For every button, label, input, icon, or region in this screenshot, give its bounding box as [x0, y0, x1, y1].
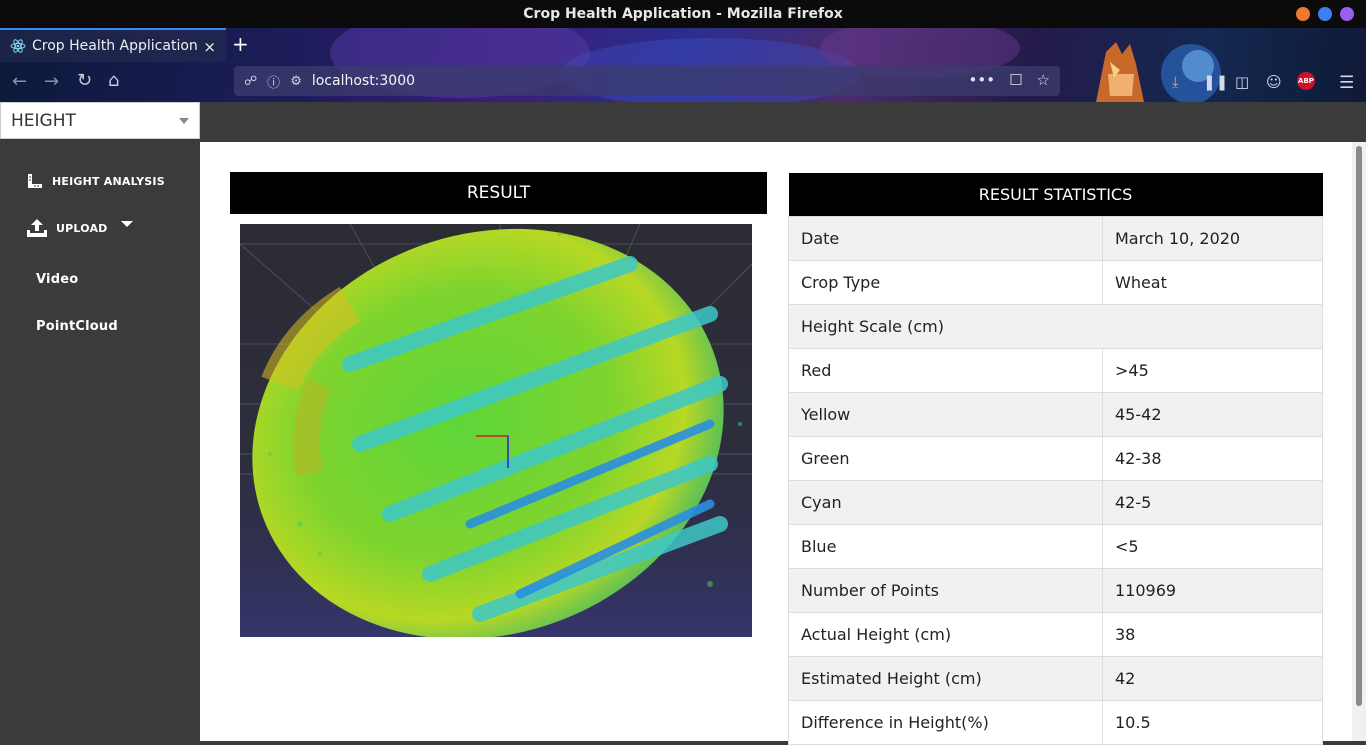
main-content: RESULT [200, 142, 1352, 745]
browser-chrome: Crop Health Application × + ← → ↻ ⌂ ☍ ⓘ … [0, 28, 1366, 102]
table-row: Actual Height (cm) 38 [788, 611, 1323, 657]
minimize-button[interactable] [1296, 7, 1310, 21]
browser-tab[interactable]: Crop Health Application × [0, 28, 226, 62]
upload-icon [27, 219, 47, 237]
stat-label: Date [788, 215, 1103, 261]
adblock-icon[interactable]: ABP [1297, 72, 1315, 90]
stat-value: 42-5 [1102, 479, 1323, 525]
caret-down-icon[interactable] [120, 219, 134, 229]
yellow-band [261, 286, 361, 392]
tab-title: Crop Health Application [32, 38, 198, 54]
table-row: Number of Points 110969 [788, 567, 1323, 613]
stat-label: Yellow [788, 391, 1103, 437]
sidebar-item-label: Video [36, 272, 79, 287]
close-tab-icon[interactable]: × [203, 38, 216, 56]
url-text[interactable]: localhost:3000 [311, 73, 416, 89]
sidebar: HEIGHT ANALYSIS UPLOAD Video PointCloud [0, 140, 200, 741]
stats-header: RESULT STATISTICS [788, 173, 1323, 216]
hamburger-menu-icon[interactable]: ☰ [1339, 73, 1355, 93]
sidebar-item-height-analysis[interactable]: HEIGHT ANALYSIS [26, 172, 165, 190]
window-titlebar: Crop Health Application - Mozilla Firefo… [0, 0, 1366, 28]
table-row: Height Scale (cm) [788, 303, 1323, 349]
table-row: Cyan 42-5 [788, 479, 1323, 525]
table-row: Difference in Height(%) 10.5 [788, 699, 1323, 745]
stat-label: Estimated Height (cm) [788, 655, 1103, 701]
crop-cloud [252, 228, 724, 637]
stat-value: 110969 [1102, 567, 1323, 613]
result-statistics-table: RESULT STATISTICS Date March 10, 2020 Cr… [788, 173, 1323, 745]
account-icon[interactable]: ☺ [1266, 73, 1282, 91]
stat-value: >45 [1102, 347, 1323, 393]
table-row: Yellow 45-42 [788, 391, 1323, 437]
stat-label: Actual Height (cm) [788, 611, 1103, 657]
table-row: Date March 10, 2020 [788, 215, 1323, 261]
stat-value: March 10, 2020 [1102, 215, 1323, 261]
stat-value: 10.5 [1102, 699, 1323, 745]
stat-section-label: Height Scale (cm) [788, 303, 1323, 349]
app-page: HEIGHT HEIGHT ANALYSIS UPLOAD Video Poin… [0, 102, 1366, 745]
sidebar-toggle-icon[interactable]: ◫ [1235, 73, 1250, 91]
table-row: Blue <5 [788, 523, 1323, 569]
theme-mascot-image [1096, 42, 1221, 102]
orange-band [293, 378, 332, 477]
back-icon[interactable]: ← [12, 71, 28, 92]
point-cloud-image[interactable] [240, 224, 752, 637]
permissions-icon[interactable]: ⚙ [290, 73, 302, 89]
stat-value: 45-42 [1102, 391, 1323, 437]
stat-value: 42-38 [1102, 435, 1323, 481]
stat-label: Number of Points [788, 567, 1103, 613]
new-tab-button[interactable]: + [232, 32, 249, 56]
url-bar[interactable]: ☍ ⓘ ⚙ localhost:3000 ••• ☐ ☆ [234, 66, 1060, 96]
noise-dots [268, 232, 742, 587]
table-row: Green 42-38 [788, 435, 1323, 481]
url-actions: ••• ☐ ☆ [969, 71, 1050, 89]
info-icon[interactable]: ⓘ [267, 75, 281, 91]
sidebar-item-upload[interactable]: UPLOAD [26, 218, 142, 238]
stat-label: Cyan [788, 479, 1103, 525]
result-header: RESULT [230, 172, 767, 214]
stat-label: Crop Type [788, 259, 1103, 305]
ruler-icon [28, 174, 42, 188]
stat-label: Green [788, 435, 1103, 481]
stat-value: <5 [1102, 523, 1323, 569]
window-controls [1296, 7, 1354, 21]
blue-rows [465, 419, 715, 599]
table-row: Estimated Height (cm) 42 [788, 655, 1323, 701]
scrollbar-thumb[interactable] [1356, 146, 1362, 706]
stat-label: Blue [788, 523, 1103, 569]
analysis-type-select[interactable]: HEIGHT [0, 102, 200, 139]
cyan-rows [342, 256, 728, 622]
react-icon [10, 39, 26, 53]
shield-icon[interactable]: ☍ [244, 73, 258, 89]
table-row: Crop Type Wheat [788, 259, 1323, 305]
library-icon[interactable]: ❚❚ [1203, 73, 1229, 91]
sidebar-item-label: UPLOAD [56, 221, 108, 235]
maximize-button[interactable] [1318, 7, 1332, 21]
sidebar-item-pointcloud[interactable]: PointCloud [36, 319, 118, 334]
pocket-icon[interactable]: ☐ [1009, 71, 1023, 89]
chevron-down-icon [179, 118, 189, 124]
select-value: HEIGHT [11, 111, 76, 131]
sidebar-item-video[interactable]: Video [36, 272, 78, 287]
stat-value: 42 [1102, 655, 1323, 701]
sidebar-item-label: HEIGHT ANALYSIS [52, 174, 165, 188]
page-scrollbar[interactable] [1352, 142, 1366, 741]
close-window-button[interactable] [1340, 7, 1354, 21]
table-row: Red >45 [788, 347, 1323, 393]
stat-label: Difference in Height(%) [788, 699, 1103, 745]
sidebar-item-label: PointCloud [36, 319, 118, 334]
point-cloud-render [240, 224, 752, 637]
bookmark-star-icon[interactable]: ☆ [1036, 71, 1050, 89]
forward-icon[interactable]: → [44, 71, 60, 92]
download-icon[interactable]: ⤓ [1172, 73, 1179, 91]
page-actions-menu-icon[interactable]: ••• [968, 71, 996, 89]
stat-value: 38 [1102, 611, 1323, 657]
window-title: Crop Health Application - Mozilla Firefo… [523, 6, 843, 22]
reload-icon[interactable]: ↻ [77, 70, 93, 91]
stat-value: Wheat [1102, 259, 1323, 305]
stat-label: Red [788, 347, 1103, 393]
home-icon[interactable]: ⌂ [108, 70, 120, 91]
